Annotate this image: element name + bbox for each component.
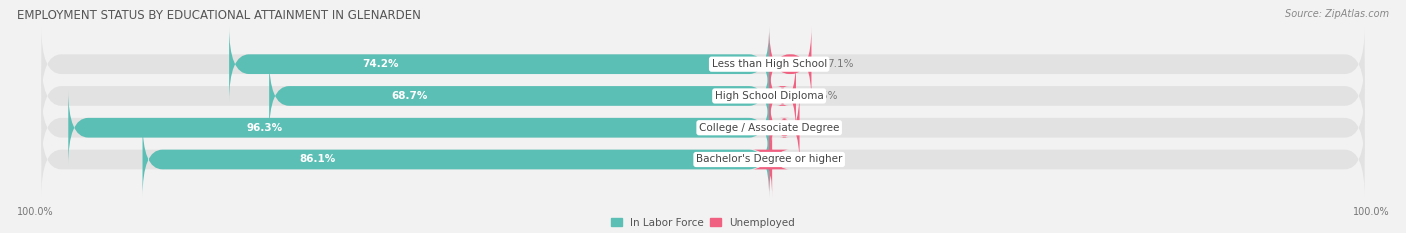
FancyBboxPatch shape — [769, 58, 796, 134]
Text: 74.2%: 74.2% — [363, 59, 398, 69]
Legend: In Labor Force, Unemployed: In Labor Force, Unemployed — [612, 218, 794, 228]
FancyBboxPatch shape — [142, 122, 769, 197]
FancyBboxPatch shape — [269, 58, 769, 134]
FancyBboxPatch shape — [41, 58, 1365, 134]
FancyBboxPatch shape — [69, 90, 769, 165]
FancyBboxPatch shape — [41, 122, 1365, 197]
Text: Bachelor's Degree or higher: Bachelor's Degree or higher — [696, 154, 842, 164]
Text: Less than High School: Less than High School — [711, 59, 827, 69]
Text: EMPLOYMENT STATUS BY EDUCATIONAL ATTAINMENT IN GLENARDEN: EMPLOYMENT STATUS BY EDUCATIONAL ATTAINM… — [17, 9, 420, 22]
Text: 100.0%: 100.0% — [17, 207, 53, 217]
Text: 68.7%: 68.7% — [391, 91, 427, 101]
Text: High School Diploma: High School Diploma — [714, 91, 824, 101]
FancyBboxPatch shape — [41, 26, 1365, 102]
Text: 7.1%: 7.1% — [827, 59, 853, 69]
FancyBboxPatch shape — [41, 90, 1365, 165]
Text: 4.5%: 4.5% — [811, 91, 838, 101]
FancyBboxPatch shape — [769, 90, 800, 165]
Text: 5.1%: 5.1% — [815, 123, 842, 133]
Text: 0.5%: 0.5% — [787, 154, 814, 164]
FancyBboxPatch shape — [752, 122, 789, 197]
Text: 100.0%: 100.0% — [1353, 207, 1389, 217]
Text: College / Associate Degree: College / Associate Degree — [699, 123, 839, 133]
Text: Source: ZipAtlas.com: Source: ZipAtlas.com — [1285, 9, 1389, 19]
Text: 96.3%: 96.3% — [246, 123, 283, 133]
Text: 86.1%: 86.1% — [299, 154, 336, 164]
FancyBboxPatch shape — [769, 26, 811, 102]
FancyBboxPatch shape — [229, 26, 769, 102]
